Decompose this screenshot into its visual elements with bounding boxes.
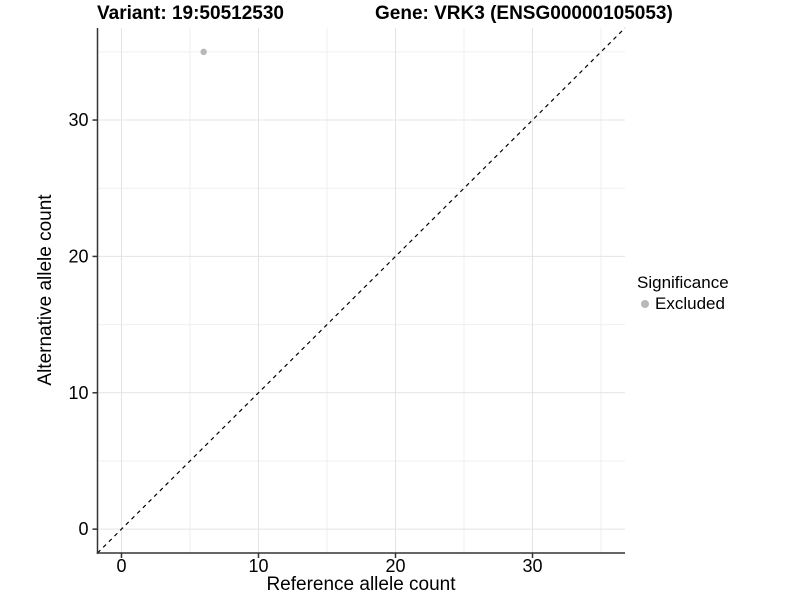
y-tick-label: 30: [68, 110, 88, 130]
y-axis-title: Alternative allele count: [35, 194, 56, 386]
legend-item-label: Excluded: [655, 294, 725, 313]
x-tick-label: 20: [385, 556, 405, 576]
y-tick-label: 0: [78, 519, 88, 539]
identity-line: [97, 27, 626, 554]
y-tick-label: 20: [68, 246, 88, 266]
x-tick-label: 0: [116, 556, 126, 576]
x-axis-title: Reference allele count: [266, 574, 456, 595]
legend: Significance Excluded: [637, 272, 729, 314]
y-tick-label: 10: [68, 383, 88, 403]
x-tick-label: 10: [248, 556, 268, 576]
data-point-excluded: [200, 48, 207, 56]
plot-title-variant: Variant: 19:50512530: [97, 3, 284, 24]
legend-item-excluded: Excluded: [637, 294, 729, 314]
x-tick-label: 30: [523, 556, 543, 576]
legend-title: Significance: [637, 273, 729, 292]
excluded-marker-icon: [641, 300, 649, 308]
plot-title-gene: Gene: VRK3 (ENSG00000105053): [375, 3, 673, 24]
